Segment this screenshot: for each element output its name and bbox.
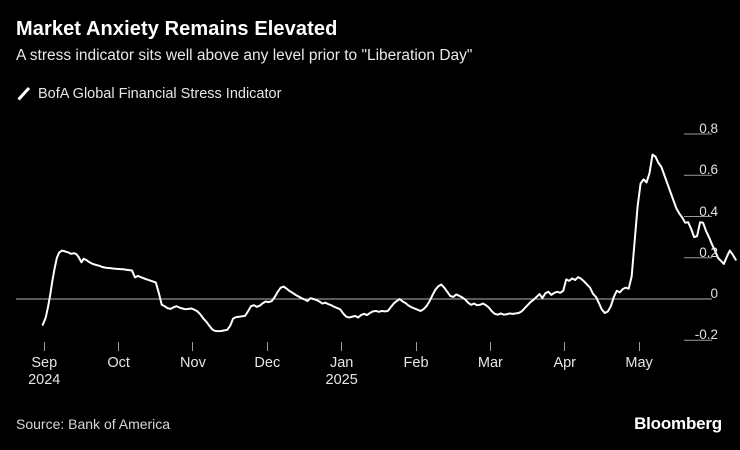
x-tick-year-label: 2025 xyxy=(325,372,358,388)
chart-legend: BofA Global Financial Stress Indicator xyxy=(16,84,281,104)
diagonal-line-icon xyxy=(16,86,32,102)
plot-area xyxy=(0,110,740,350)
x-tick-mark xyxy=(489,342,491,351)
x-tick-mark xyxy=(341,342,343,351)
x-axis-labels: Sep 2024 Oct Nov Dec Jan 2025 Feb Mar Apr May xyxy=(0,342,740,402)
x-tick-mark xyxy=(415,342,417,351)
legend-series-label: BofA Global Financial Stress Indicator xyxy=(38,86,282,102)
page-subtitle: A stress indicator sits well above any l… xyxy=(16,47,473,64)
x-tick-label: Dec xyxy=(254,355,281,371)
bloomberg-logo: Bloomberg xyxy=(634,414,722,433)
x-tick-mark xyxy=(564,342,566,351)
x-tick-label: May xyxy=(625,355,653,371)
x-tick-year-label: 2024 xyxy=(28,372,61,388)
x-tick-label: Nov xyxy=(180,355,206,371)
x-tick-mark xyxy=(118,342,120,351)
x-tick-mark xyxy=(266,342,268,351)
page-title: Market Anxiety Remains Elevated xyxy=(16,18,338,40)
x-tick-label: Oct xyxy=(107,355,130,371)
x-tick-mark xyxy=(43,342,45,351)
x-tick-label: Mar xyxy=(477,355,503,371)
x-tick-label: Apr xyxy=(553,355,577,371)
x-tick-label: Sep 2024 xyxy=(28,355,61,388)
x-tick-mark xyxy=(192,342,194,351)
source-note: Source: Bank of America xyxy=(16,416,171,432)
x-tick-label: Jan 2025 xyxy=(325,355,358,388)
x-tick-label: Feb xyxy=(403,355,429,371)
chart-svg xyxy=(16,133,737,341)
x-tick-mark xyxy=(638,342,640,351)
